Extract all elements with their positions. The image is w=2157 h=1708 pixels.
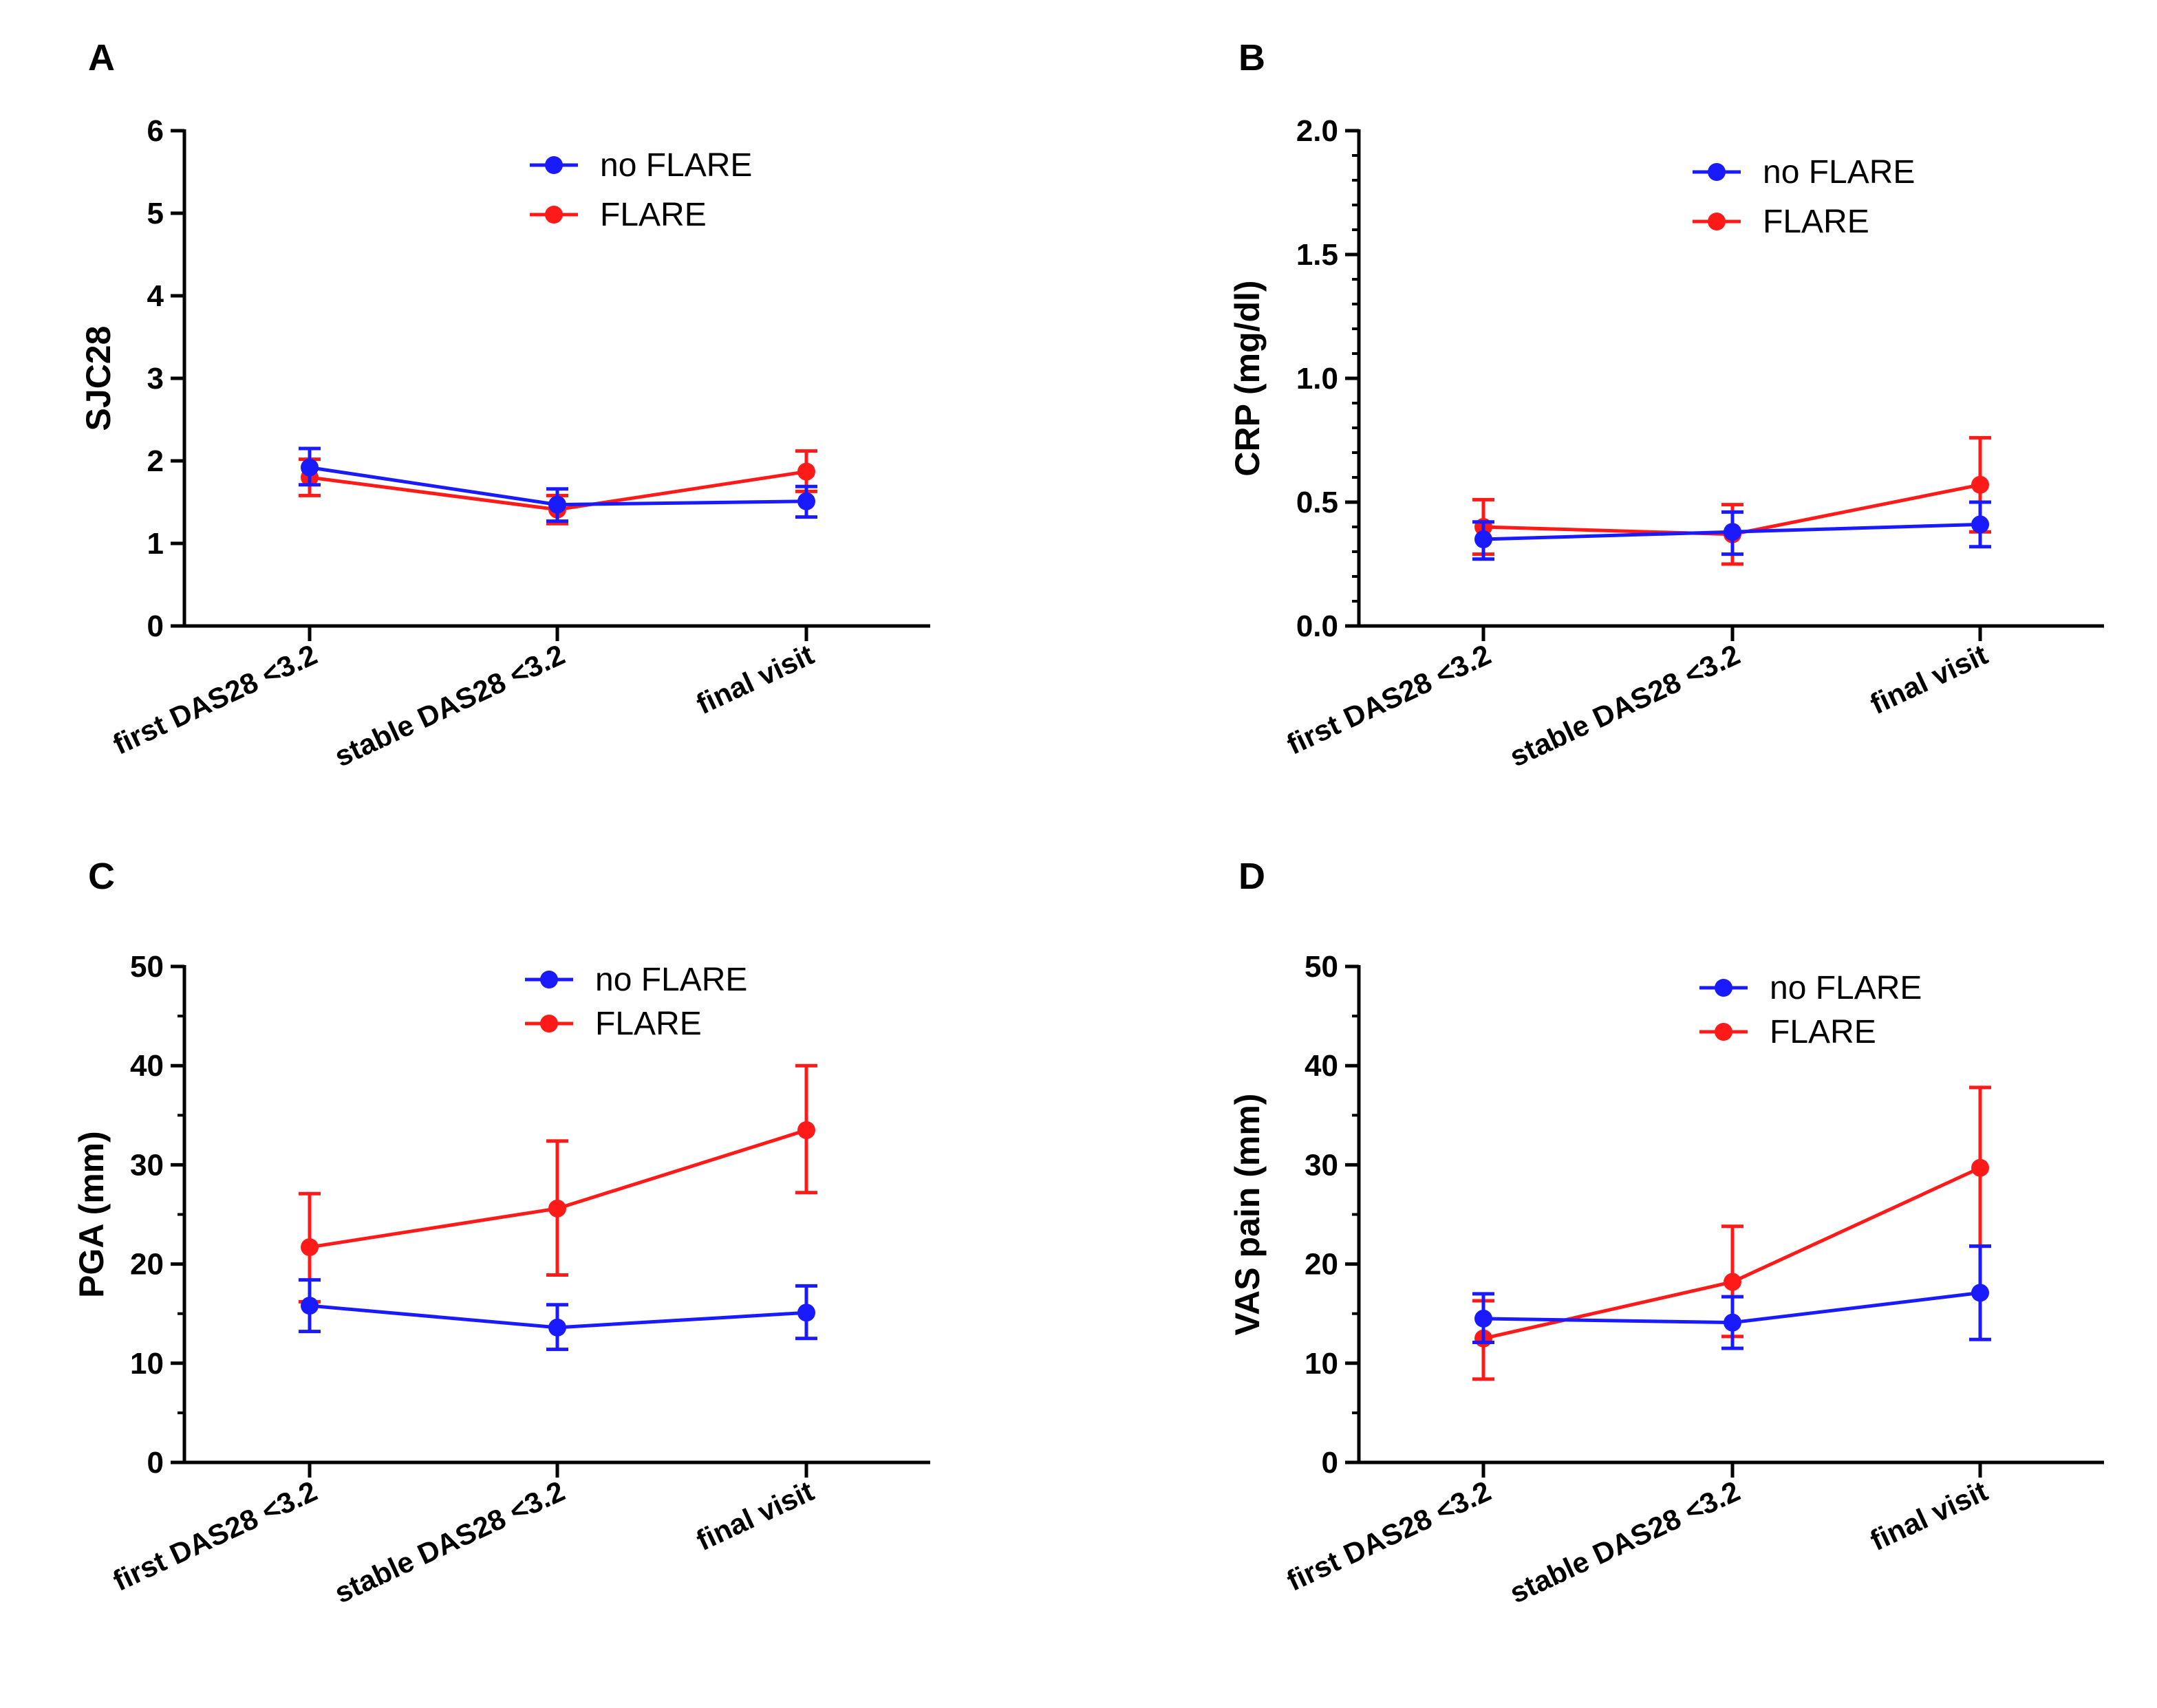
legend-item-flare: FLARE xyxy=(1699,1014,1876,1050)
y-tick-label: 1.0 xyxy=(1296,362,1338,396)
legend-label: no FLARE xyxy=(600,147,752,184)
y-tick-label: 0 xyxy=(1322,1446,1338,1480)
data-point xyxy=(797,462,815,481)
y-axis-title: VAS pain (mm) xyxy=(1228,1094,1267,1336)
series-no-flare xyxy=(1472,500,1991,561)
data-point xyxy=(1474,530,1492,548)
data-point xyxy=(1971,515,1989,534)
y-axis-title: CRP (mg/dl) xyxy=(1228,280,1267,476)
legend-swatch-marker xyxy=(540,971,558,988)
data-point xyxy=(548,1199,566,1218)
legend-swatch-marker xyxy=(540,1015,558,1033)
y-tick-label: 40 xyxy=(1305,1049,1338,1083)
legend-label: no FLARE xyxy=(595,962,747,998)
y-tick-label: 30 xyxy=(1305,1148,1338,1182)
data-point xyxy=(1971,1158,1989,1177)
legend-item-no-flare: no FLARE xyxy=(1693,154,1915,191)
y-axis-title: PGA (mm) xyxy=(72,1131,111,1298)
data-point xyxy=(301,1297,319,1315)
y-tick-label: 20 xyxy=(130,1248,164,1282)
y-tick-label: 10 xyxy=(1305,1347,1338,1381)
y-tick-label: 2 xyxy=(147,444,164,478)
y-tick-label: 0.0 xyxy=(1296,609,1338,643)
panel-letter: A xyxy=(88,37,115,78)
panel-letter: D xyxy=(1238,856,1265,897)
legend-item-no-flare: no FLARE xyxy=(1699,970,1922,1006)
panel-letter: C xyxy=(88,856,115,897)
y-tick-label: 2.0 xyxy=(1296,114,1338,148)
y-tick-label: 3 xyxy=(147,362,164,396)
y-tick-label: 0 xyxy=(147,1446,164,1480)
y-tick-label: 1.5 xyxy=(1296,238,1338,272)
data-point xyxy=(1971,475,1989,494)
legend-label: no FLARE xyxy=(1770,970,1922,1006)
data-point xyxy=(301,1238,319,1257)
y-tick-label: 6 xyxy=(147,114,164,148)
legend-swatch-marker xyxy=(1715,1023,1732,1041)
data-point xyxy=(797,1304,815,1322)
data-point xyxy=(1724,523,1741,541)
legend-item-flare: FLARE xyxy=(1693,204,1869,240)
legend-item-no-flare: no FLARE xyxy=(530,147,752,184)
legend-swatch-marker xyxy=(1715,979,1732,997)
y-tick-label: 0 xyxy=(147,609,164,643)
y-tick-label: 40 xyxy=(130,1049,164,1083)
legend-swatch-marker xyxy=(545,156,563,174)
data-point xyxy=(1724,1273,1741,1291)
data-point xyxy=(1474,1309,1492,1328)
panel-letter: B xyxy=(1238,37,1265,78)
y-tick-label: 0.5 xyxy=(1296,486,1338,519)
legend-label: FLARE xyxy=(1770,1014,1876,1050)
y-tick-label: 5 xyxy=(147,197,164,230)
data-point xyxy=(548,495,566,514)
data-point xyxy=(797,1121,815,1139)
legend-label: FLARE xyxy=(1763,204,1869,240)
y-tick-label: 30 xyxy=(130,1148,164,1182)
legend-label: no FLARE xyxy=(1763,154,1915,191)
legend-item-flare: FLARE xyxy=(530,197,707,233)
series-no-flare xyxy=(299,446,817,523)
data-point xyxy=(1724,1313,1741,1332)
legend-item-flare: FLARE xyxy=(525,1006,702,1042)
legend-label: FLARE xyxy=(595,1006,702,1042)
y-tick-label: 50 xyxy=(1305,950,1338,984)
legend-swatch-marker xyxy=(1708,213,1726,230)
legend-swatch-marker xyxy=(545,206,563,224)
data-point xyxy=(797,492,815,510)
data-point xyxy=(301,458,319,477)
series-no-flare xyxy=(1472,1244,1991,1350)
legend-item-no-flare: no FLARE xyxy=(525,962,747,998)
y-tick-label: 20 xyxy=(1305,1248,1338,1282)
legend-swatch-marker xyxy=(1708,163,1726,181)
y-axis-title: SJC28 xyxy=(79,326,118,431)
y-tick-label: 50 xyxy=(130,950,164,984)
y-tick-label: 1 xyxy=(147,527,164,561)
y-tick-label: 10 xyxy=(130,1347,164,1381)
y-tick-label: 4 xyxy=(147,279,164,313)
legend-label: FLARE xyxy=(600,197,707,233)
data-point xyxy=(548,1318,566,1337)
data-point xyxy=(1971,1284,1989,1302)
series-no-flare xyxy=(299,1278,817,1352)
